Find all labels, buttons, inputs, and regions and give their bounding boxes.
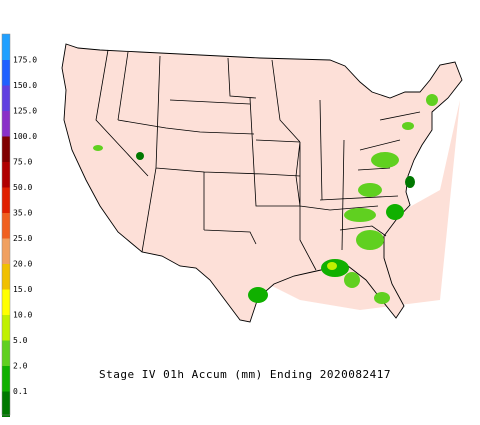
legend-label: 35.0 [13,209,32,218]
analysis-area [270,100,460,310]
legend-swatch [2,213,10,239]
legend-label: 100.0 [13,132,37,141]
legend-label: 15.0 [13,285,32,294]
legend-swatch [2,60,10,86]
legend-swatch [2,85,10,111]
legend-swatch [2,391,10,417]
legend-label: 0.1 [13,387,28,396]
legend: 175.0 150.0 125.0 100.0 75.0 50.0 35.0 25.0 20.0… [1,33,37,417]
legend-label: 5.0 [13,336,28,345]
legend-swatch [2,187,10,213]
legend-label: 175.0 [13,56,37,65]
legend-swatch [2,289,10,315]
legend-label: 20.0 [13,260,32,269]
legend-swatch [2,34,10,60]
legend-frame [1,33,11,416]
legend-swatch [2,238,10,264]
legend-swatch [2,111,10,137]
legend-label: 150.0 [13,81,37,90]
legend-label: 10.0 [13,311,32,320]
legend-swatch [2,340,10,366]
map-title: Stage IV 01h Accum (mm) Ending 202008241… [99,368,391,381]
state-lines [95,49,421,271]
legend-label: 50.0 [13,183,32,192]
conus-outline [61,43,463,323]
legend-swatch [2,162,10,188]
legend-swatch [2,315,10,341]
legend-swatch [2,366,10,392]
precip [93,94,438,304]
us-map [61,43,463,323]
legend-swatch [2,136,10,162]
legend-label: 125.0 [13,107,37,116]
legend-label: 25.0 [13,234,32,243]
legend-label: 75.0 [13,158,32,167]
legend-label: 2.0 [13,362,28,371]
legend-swatch [2,264,10,290]
